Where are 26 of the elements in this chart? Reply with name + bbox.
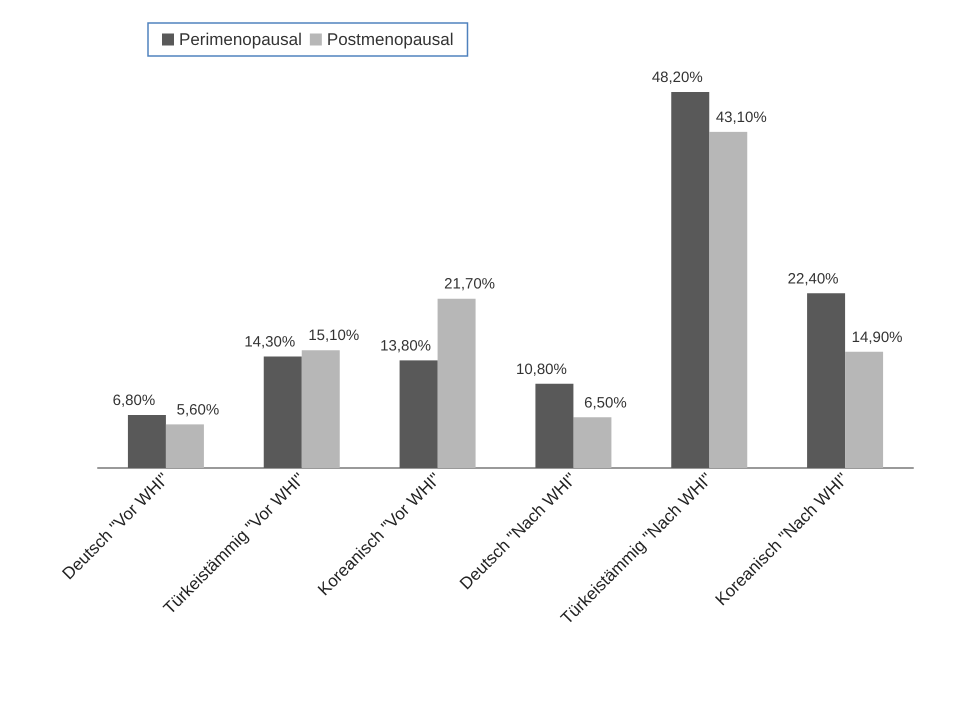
- data-label: 6,80%: [112, 392, 156, 409]
- data-label: 14,90%: [852, 328, 903, 346]
- data-label: 6,50%: [584, 394, 627, 412]
- bar: [166, 424, 204, 468]
- bar: [264, 356, 302, 468]
- bar: [535, 384, 574, 468]
- bar: [709, 132, 748, 468]
- data-label: 13,80%: [380, 337, 432, 354]
- data-label: 22,40%: [788, 270, 839, 288]
- bar: [400, 360, 438, 468]
- data-label: 10,80%: [516, 360, 567, 378]
- legend-label: Postmenopausal: [326, 30, 454, 49]
- data-label: 14,30%: [244, 333, 296, 350]
- bar: [671, 92, 710, 468]
- data-label: 43,10%: [716, 108, 767, 126]
- bar: [302, 350, 340, 468]
- legend-label: Perimenopausal: [179, 30, 302, 49]
- data-label: 48,20%: [652, 69, 703, 86]
- bar: [807, 293, 846, 468]
- data-label: 21,70%: [444, 276, 496, 293]
- bar: [845, 352, 884, 468]
- bar: [438, 298, 476, 468]
- bar: [128, 414, 166, 468]
- data-label: 15,10%: [308, 327, 360, 344]
- data-label: 5,60%: [176, 401, 220, 418]
- bar: [573, 417, 612, 468]
